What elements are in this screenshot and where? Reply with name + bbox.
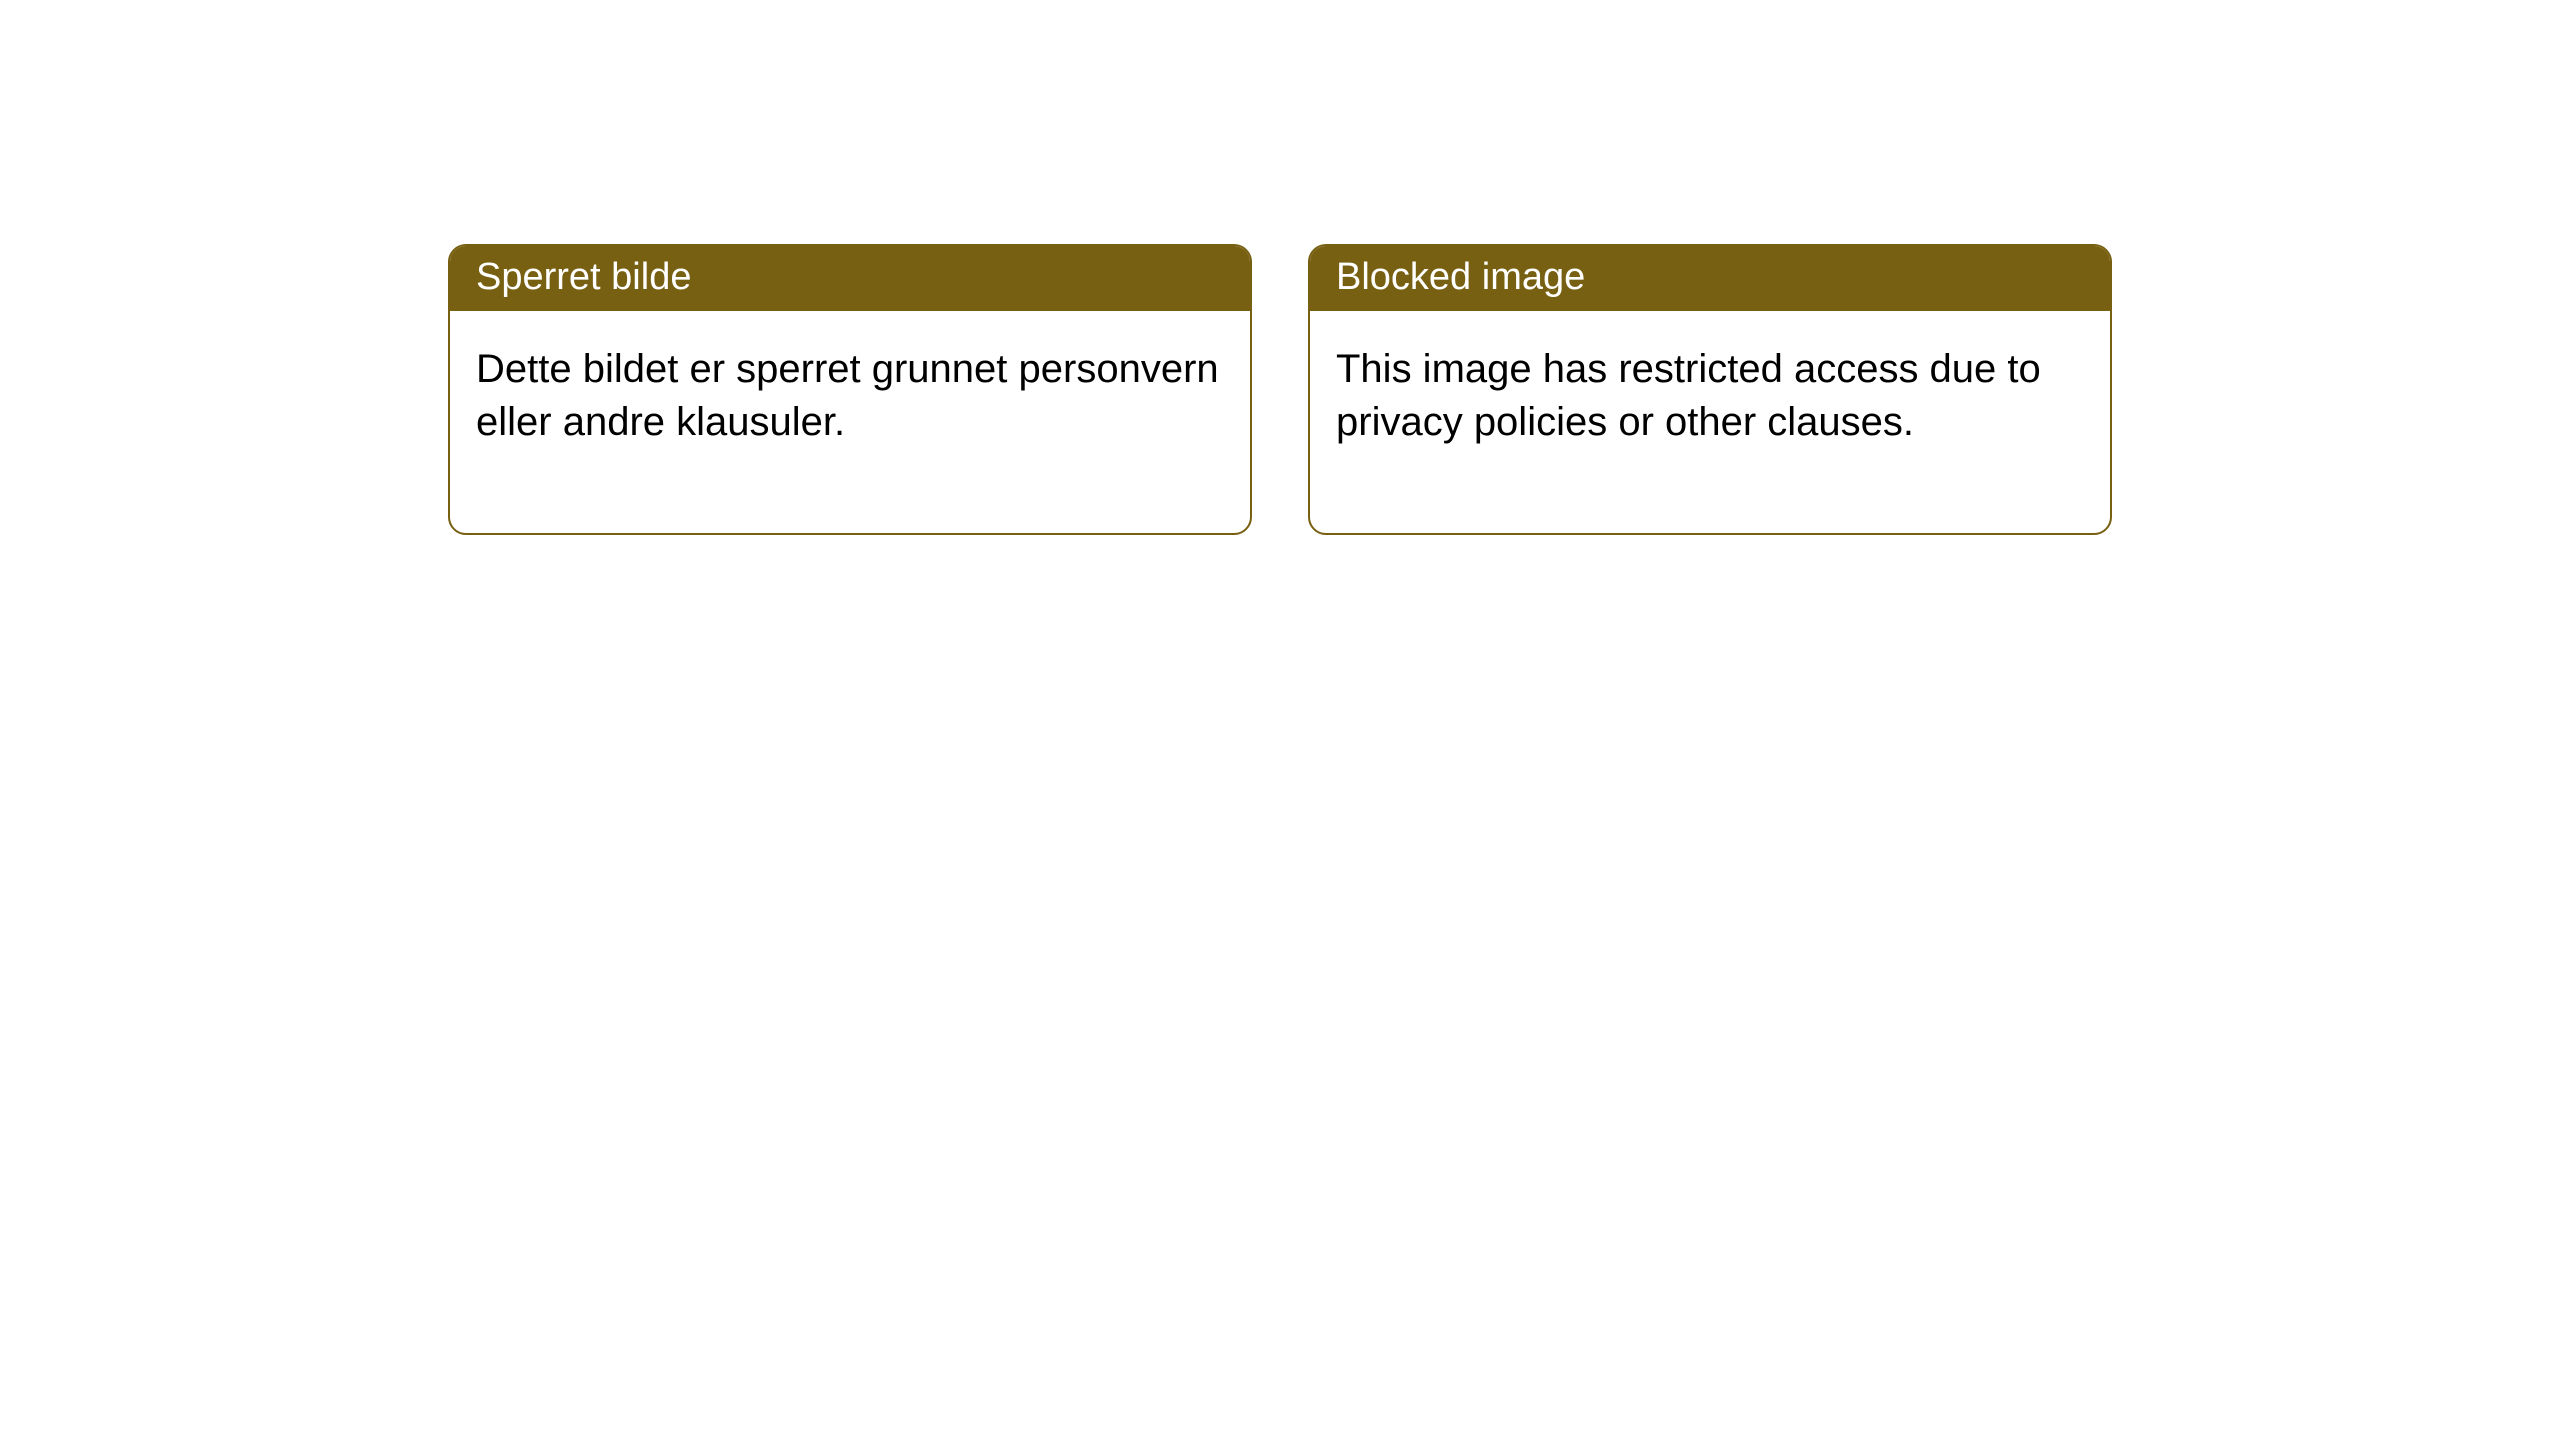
- notice-card-no: Sperret bilde Dette bildet er sperret gr…: [448, 244, 1252, 535]
- notice-header-no: Sperret bilde: [450, 246, 1250, 311]
- notice-body-no: Dette bildet er sperret grunnet personve…: [450, 311, 1250, 533]
- notice-header-en: Blocked image: [1310, 246, 2110, 311]
- notice-card-en: Blocked image This image has restricted …: [1308, 244, 2112, 535]
- notice-container: Sperret bilde Dette bildet er sperret gr…: [0, 0, 2560, 535]
- notice-body-en: This image has restricted access due to …: [1310, 311, 2110, 533]
